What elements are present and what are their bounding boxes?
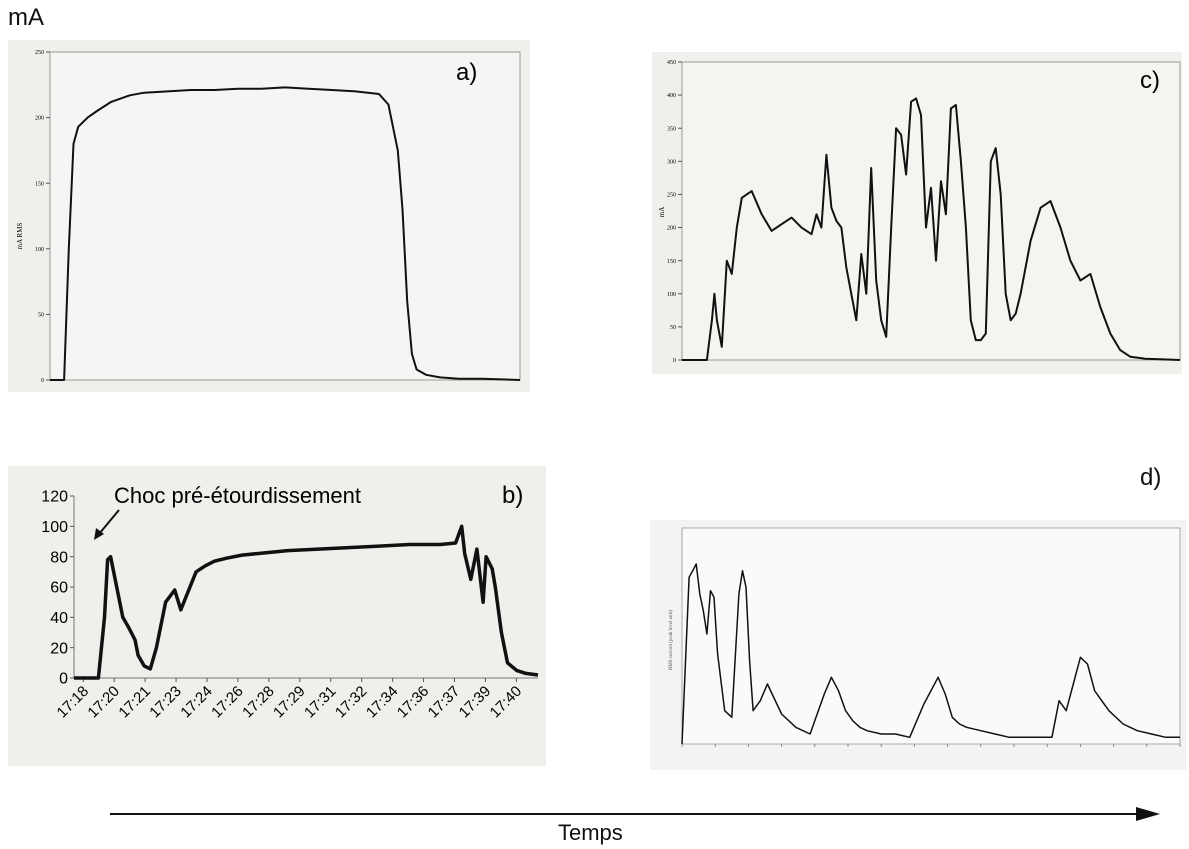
x-tick-label: 17:23 xyxy=(146,683,185,722)
y-tick-label: 200 xyxy=(667,226,676,232)
y-tick-label: 200 xyxy=(35,116,44,122)
x-tick-label: 17:21 xyxy=(115,683,154,722)
x-tick-label: 17:37 xyxy=(425,683,464,722)
data-line xyxy=(50,86,521,381)
x-tick-label: 17:39 xyxy=(456,683,495,722)
y-tick-label: 60 xyxy=(50,580,68,597)
chart-b: 0 20 40 60 80 100 120 17:1817:2017:2117:2317:24… xyxy=(41,482,539,722)
x-tick-label: 17:31 xyxy=(301,683,340,722)
y-unit-label: mA xyxy=(8,4,44,31)
x-tick-label: 17:29 xyxy=(270,683,309,722)
x-tick-label: 17:36 xyxy=(394,683,433,722)
panel-b-background xyxy=(8,466,546,766)
y-tick-label: 0 xyxy=(59,671,68,688)
x-tick-label: 17:34 xyxy=(363,683,402,722)
x-tick-label: 17:32 xyxy=(332,683,371,722)
chart-a: 0 50 100 150 200 250 a) mA RMS xyxy=(16,50,521,384)
panel-a-label: a) xyxy=(456,59,477,86)
panel-c-label: c) xyxy=(1140,67,1160,94)
x-tick-label: 17:26 xyxy=(208,683,247,722)
chart-c: 0 50 100 150 200 250 300 350 400 450 c) mA xyxy=(658,60,1181,364)
y-tick-label: 250 xyxy=(35,50,44,56)
chart-a-ylabel: mA RMS xyxy=(16,223,24,250)
time-arrow-head xyxy=(1136,807,1160,821)
y-tick-label: 50 xyxy=(670,325,676,331)
chart-b-annotation: Choc pré-étourdissement xyxy=(114,483,361,508)
chart-c-ylabel: mA xyxy=(658,207,666,218)
plot-frame xyxy=(681,61,1181,361)
x-tick-label: 17:24 xyxy=(177,683,216,722)
x-tick-label: 17:20 xyxy=(84,683,123,722)
y-tick-label: 100 xyxy=(35,247,44,253)
y-tick-label: 250 xyxy=(667,193,676,199)
y-tick-label: 150 xyxy=(667,259,676,265)
y-tick-label: 150 xyxy=(35,181,44,187)
plot-frame xyxy=(49,51,521,381)
time-arrow xyxy=(110,807,1160,821)
data-line xyxy=(682,97,1181,361)
y-tick-label: 300 xyxy=(667,159,676,165)
y-tick-label: 100 xyxy=(41,519,68,536)
y-tick-label: 20 xyxy=(50,640,68,657)
time-label: Temps xyxy=(558,820,623,845)
chart-d: RMS current (peak level unit) xyxy=(669,527,1181,747)
panel-b-label: b) xyxy=(502,482,523,509)
chart-d-ylabel: RMS current (peak level unit) xyxy=(669,610,674,670)
x-tick-label: 17:18 xyxy=(54,683,93,722)
y-tick-label: 80 xyxy=(50,549,68,566)
y-tick-label: 100 xyxy=(667,292,676,298)
y-tick-label: 0 xyxy=(673,358,676,364)
y-tick-label: 50 xyxy=(38,313,44,319)
y-tick-label: 40 xyxy=(50,610,68,627)
data-line xyxy=(681,563,1180,745)
x-tick-label: 17:40 xyxy=(487,683,526,722)
annotation-arrow-line xyxy=(98,509,120,535)
y-tick-label: 400 xyxy=(667,93,676,99)
y-tick-label: 120 xyxy=(41,489,68,506)
y-tick-label: 350 xyxy=(667,126,676,132)
data-line xyxy=(74,524,539,680)
panel-d-label: d) xyxy=(1140,464,1162,491)
plot-frame xyxy=(681,527,1181,745)
y-tick-label: 0 xyxy=(41,378,44,384)
y-tick-label: 450 xyxy=(667,60,676,66)
annotation-arrow-head xyxy=(94,528,104,540)
x-tick-label: 17:28 xyxy=(239,683,278,722)
